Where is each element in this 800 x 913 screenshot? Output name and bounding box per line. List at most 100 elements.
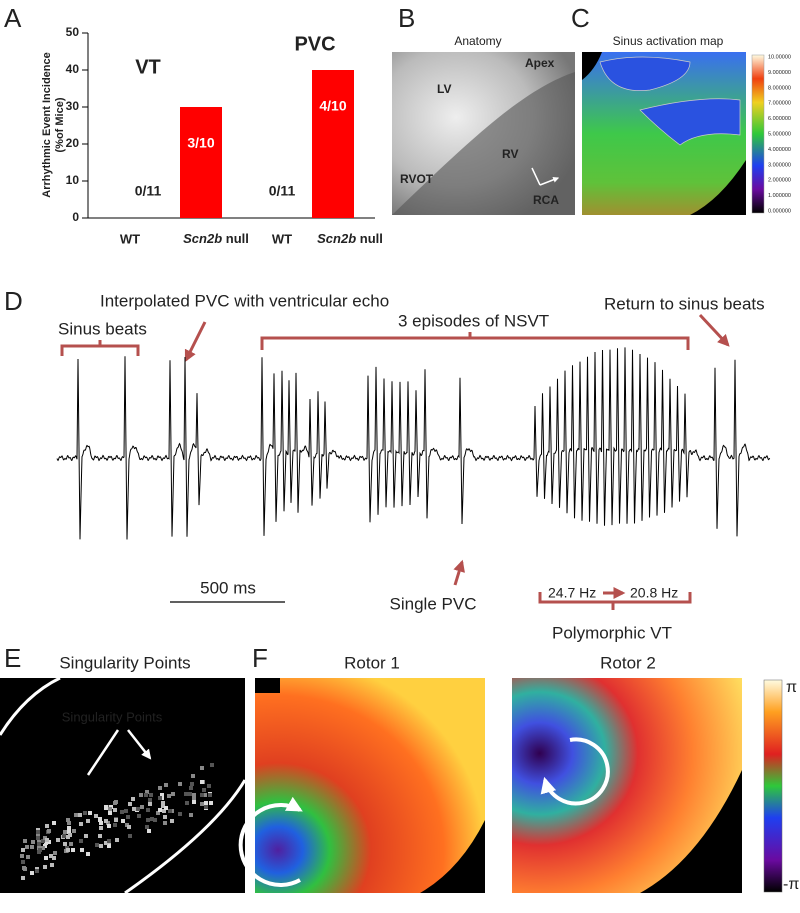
colorbar [751, 54, 765, 214]
singularity-pixel [37, 842, 41, 846]
ecg-trace [56, 347, 771, 540]
singularity-pixel [139, 793, 143, 797]
singularity-pixel [204, 801, 208, 805]
y-tick-label: 20 [66, 136, 80, 150]
value-label: 0/11 [135, 183, 162, 199]
x-tick-label: WT [272, 231, 292, 246]
singularity-pixel [128, 834, 132, 838]
singularity-pixel [78, 813, 82, 817]
colorbar-label: 6.000000 [768, 116, 791, 122]
singularity-pixel [209, 801, 213, 805]
singularity-pixel [30, 871, 34, 875]
singularity-pixel [43, 865, 47, 869]
singularity-pixel [146, 808, 150, 812]
panel-label: E [4, 643, 21, 673]
singularity-pixel [153, 818, 157, 822]
bracket [60, 340, 140, 356]
panel-label: D [4, 286, 23, 316]
panel-label: C [571, 3, 590, 33]
y-axis-label: Arrhythmic Event Incidence [41, 52, 53, 198]
singularity-pixel [23, 867, 27, 871]
singularity-pixel [26, 855, 30, 859]
singularity-pixel [80, 848, 84, 852]
panel-title: Rotor 2 [600, 653, 656, 672]
annotation: LV [437, 82, 451, 96]
panel-label: F [252, 643, 268, 673]
group-label: PVC [294, 33, 335, 55]
singularity-pixel [131, 797, 135, 801]
singularity-pixel [178, 782, 182, 786]
boundary [0, 676, 247, 895]
singularity-pixel [108, 811, 112, 815]
singularity-pixel [45, 824, 49, 828]
annotation: Return to sinus beats [604, 294, 765, 313]
annotation: Sinus beats [58, 319, 147, 338]
singularity-pixel [74, 813, 78, 817]
singularity-pixel [44, 841, 48, 845]
singularity-pixel [164, 806, 168, 810]
singularity-pixel [113, 823, 117, 827]
singularity-pixel [200, 793, 204, 797]
singularity-pixel [136, 807, 140, 811]
singularity-pixel [161, 801, 165, 805]
singularity-pixel [72, 829, 76, 833]
singularity-pixel [189, 786, 193, 790]
y-axis-label: (%of Mice) [54, 97, 66, 152]
singularity-pixel [160, 793, 164, 797]
annotation: Polymorphic VT [552, 623, 672, 642]
singularity-pixel [47, 829, 51, 833]
singularity-pixel [66, 848, 70, 852]
y-tick-label: 40 [66, 62, 80, 76]
annotation: RCA [533, 193, 559, 207]
annotation: 24.7 Hz [548, 585, 596, 601]
mask [640, 770, 742, 893]
singularity-pixel [68, 833, 72, 837]
singularity-pixel [188, 792, 192, 796]
singularity-pixel [146, 818, 150, 822]
panel-title: Singularity Points [59, 653, 190, 672]
colorbar-label: 3.000000 [768, 162, 791, 168]
singularity-pixel [127, 825, 131, 829]
annotation: Interpolated PVC with ventricular echo [100, 291, 389, 310]
singularity-pixel [208, 793, 212, 797]
singularity-pixel [86, 819, 90, 823]
colorbar-label: 5.000000 [768, 131, 791, 137]
arrow [531, 167, 558, 186]
singularity-pixel [200, 780, 204, 784]
singularity-pixel [79, 822, 83, 826]
singularity-pixel [38, 848, 42, 852]
x-tick-label: Scn2b null [183, 231, 249, 246]
singularity-pixel [41, 839, 45, 843]
y-tick-label: 30 [66, 99, 80, 113]
mask [255, 678, 485, 893]
singularity-pixel [168, 809, 172, 813]
group-label: VT [135, 56, 161, 78]
singularity-pixel [158, 808, 162, 812]
singularity-pixel [71, 848, 75, 852]
colorbar-label: 7.000000 [768, 101, 791, 107]
singularity-pixel [36, 836, 40, 840]
singularity-pixel [88, 811, 92, 815]
singularity-pixel [120, 810, 124, 814]
colorbar-label: 10.00000 [768, 54, 791, 60]
singularity-pixel [53, 851, 57, 855]
bar-chart: 0 10 20 30 40 50 Arrhythmic Event Incidence (%o… [41, 25, 383, 246]
singularity-pixel [66, 818, 70, 822]
singularity-pixel [204, 805, 208, 809]
singularity-pixel [104, 841, 108, 845]
singularity-pixel [52, 856, 56, 860]
singularity-image [0, 678, 245, 893]
singularity-pixel [69, 842, 73, 846]
bar [180, 107, 222, 218]
scale-label: 500 ms [200, 578, 256, 597]
singularity-pixel [210, 763, 214, 767]
singularity-pixel [192, 796, 196, 800]
singularity-pixel [150, 817, 154, 821]
annotation: 20.8 Hz [630, 585, 678, 601]
singularity-pixel [162, 809, 166, 813]
singularity-pixel [62, 834, 66, 838]
singularity-pixel [36, 830, 40, 834]
singularity-pixel [192, 800, 196, 804]
singularity-pixel [41, 846, 45, 850]
singularity-pixel [158, 796, 162, 800]
